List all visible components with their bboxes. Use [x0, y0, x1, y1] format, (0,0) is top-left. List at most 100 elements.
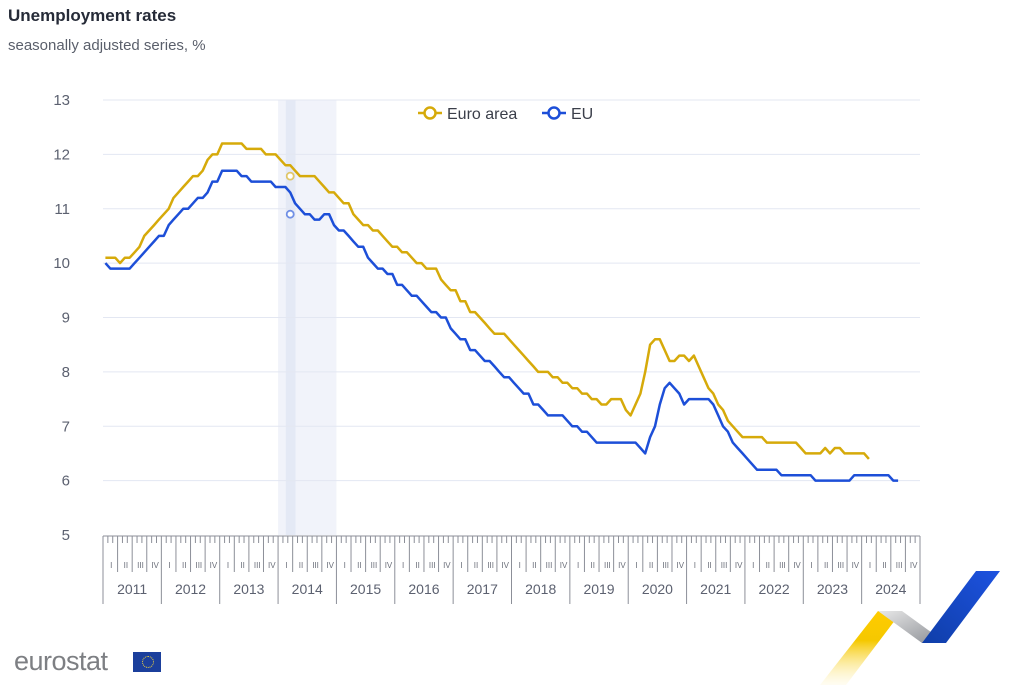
legend-item-eu[interactable]: EU: [542, 106, 593, 123]
quarter-label: III: [487, 561, 494, 570]
quarter-label: IV: [385, 561, 393, 570]
quarter-label: II: [591, 561, 595, 570]
year-label: 2019: [583, 581, 614, 597]
y-tick-label: 5: [62, 527, 70, 544]
quarter-label: I: [110, 561, 112, 570]
eu-flag-icon: [133, 652, 161, 672]
year-label: 2024: [875, 581, 906, 597]
quarter-label: III: [312, 561, 319, 570]
quarter-label: II: [882, 561, 886, 570]
quarter-label: IV: [151, 561, 159, 570]
quarter-label: IV: [560, 561, 568, 570]
quarter-label: II: [182, 561, 186, 570]
quarter-label: I: [169, 561, 171, 570]
quarter-label: III: [721, 561, 728, 570]
quarter-label: I: [635, 561, 637, 570]
quarter-label: IV: [618, 561, 626, 570]
quarter-label: III: [896, 561, 903, 570]
quarter-label: I: [577, 561, 579, 570]
quarter-label: III: [546, 561, 553, 570]
y-tick-label: 11: [54, 201, 70, 218]
quarter-label: III: [195, 561, 202, 570]
year-label: 2018: [525, 581, 556, 597]
year-label: 2021: [700, 581, 731, 597]
quarter-label: III: [662, 561, 669, 570]
chart-subtitle: seasonally adjusted series, %: [8, 37, 206, 54]
quarter-label: III: [779, 561, 786, 570]
quarter-label: IV: [268, 561, 276, 570]
year-label: 2014: [292, 581, 323, 597]
quarter-label: IV: [852, 561, 860, 570]
y-tick-label: 13: [53, 92, 70, 109]
quarter-label: IV: [676, 561, 684, 570]
chart-title: Unemployment rates: [8, 6, 177, 25]
quarter-label: I: [519, 561, 521, 570]
quarter-label: III: [254, 561, 261, 570]
quarter-label: II: [124, 561, 128, 570]
eurostat-logo: eurostat: [14, 646, 108, 676]
year-label: 2023: [817, 581, 848, 597]
quarter-label: III: [137, 561, 144, 570]
quarter-label: II: [824, 561, 828, 570]
quarter-label: I: [869, 561, 871, 570]
eurostat-decoration-ribbon: [820, 571, 1000, 685]
quarter-label: II: [532, 561, 536, 570]
legend-label-euro-area: Euro area: [447, 106, 517, 123]
quarter-label: I: [810, 561, 812, 570]
y-gridlines: [103, 99, 920, 482]
y-tick-label: 9: [62, 310, 70, 327]
series-lines[interactable]: [104, 142, 899, 482]
quarter-label: I: [227, 561, 229, 570]
y-tick-label: 8: [62, 364, 70, 381]
hover-point-marker[interactable]: [285, 209, 295, 219]
year-label: 2012: [175, 581, 206, 597]
quarter-label: I: [694, 561, 696, 570]
quarter-label: II: [474, 561, 478, 570]
quarter-label: II: [766, 561, 770, 570]
quarter-label: IV: [210, 561, 218, 570]
year-label: 2022: [759, 581, 790, 597]
year-label: 2016: [408, 581, 439, 597]
eu-marker-icon: [547, 106, 561, 120]
hover-point-marker[interactable]: [285, 171, 295, 181]
y-tick-label: 10: [53, 255, 70, 272]
quarter-label: IV: [326, 561, 334, 570]
legend[interactable]: Euro area EU: [418, 106, 593, 123]
quarter-label: II: [415, 561, 419, 570]
euro-area-marker-icon: [423, 106, 437, 120]
series-line-euro-area[interactable]: [105, 142, 870, 460]
y-tick-label: 12: [53, 146, 70, 163]
legend-label-eu: EU: [571, 106, 593, 123]
quarter-label: IV: [501, 561, 509, 570]
y-axis: 5 6 7 8 9 10 11 12 13: [53, 92, 70, 544]
year-label: 2015: [350, 581, 381, 597]
y-tick-label: 6: [62, 473, 70, 490]
quarter-label: IV: [910, 561, 918, 570]
quarter-label: IV: [443, 561, 451, 570]
quarter-label: III: [837, 561, 844, 570]
quarter-label: I: [460, 561, 462, 570]
quarter-label: III: [429, 561, 436, 570]
quarter-label: I: [285, 561, 287, 570]
quarter-label: IV: [735, 561, 743, 570]
year-label: 2013: [233, 581, 264, 597]
quarter-label: II: [649, 561, 653, 570]
quarter-label: III: [371, 561, 378, 570]
quarter-label: III: [604, 561, 611, 570]
y-tick-label: 7: [62, 418, 70, 435]
quarter-label: I: [752, 561, 754, 570]
year-label: 2020: [642, 581, 673, 597]
quarter-label: II: [357, 561, 361, 570]
year-label: 2017: [467, 581, 498, 597]
quarter-label: I: [402, 561, 404, 570]
series-line-eu[interactable]: [104, 169, 899, 482]
quarter-label: II: [240, 561, 244, 570]
year-label: 2011: [117, 581, 147, 597]
legend-item-euro-area[interactable]: Euro area: [418, 106, 517, 123]
quarter-label: II: [299, 561, 303, 570]
quarter-label: IV: [793, 561, 801, 570]
quarter-label: I: [344, 561, 346, 570]
quarter-label: II: [707, 561, 711, 570]
